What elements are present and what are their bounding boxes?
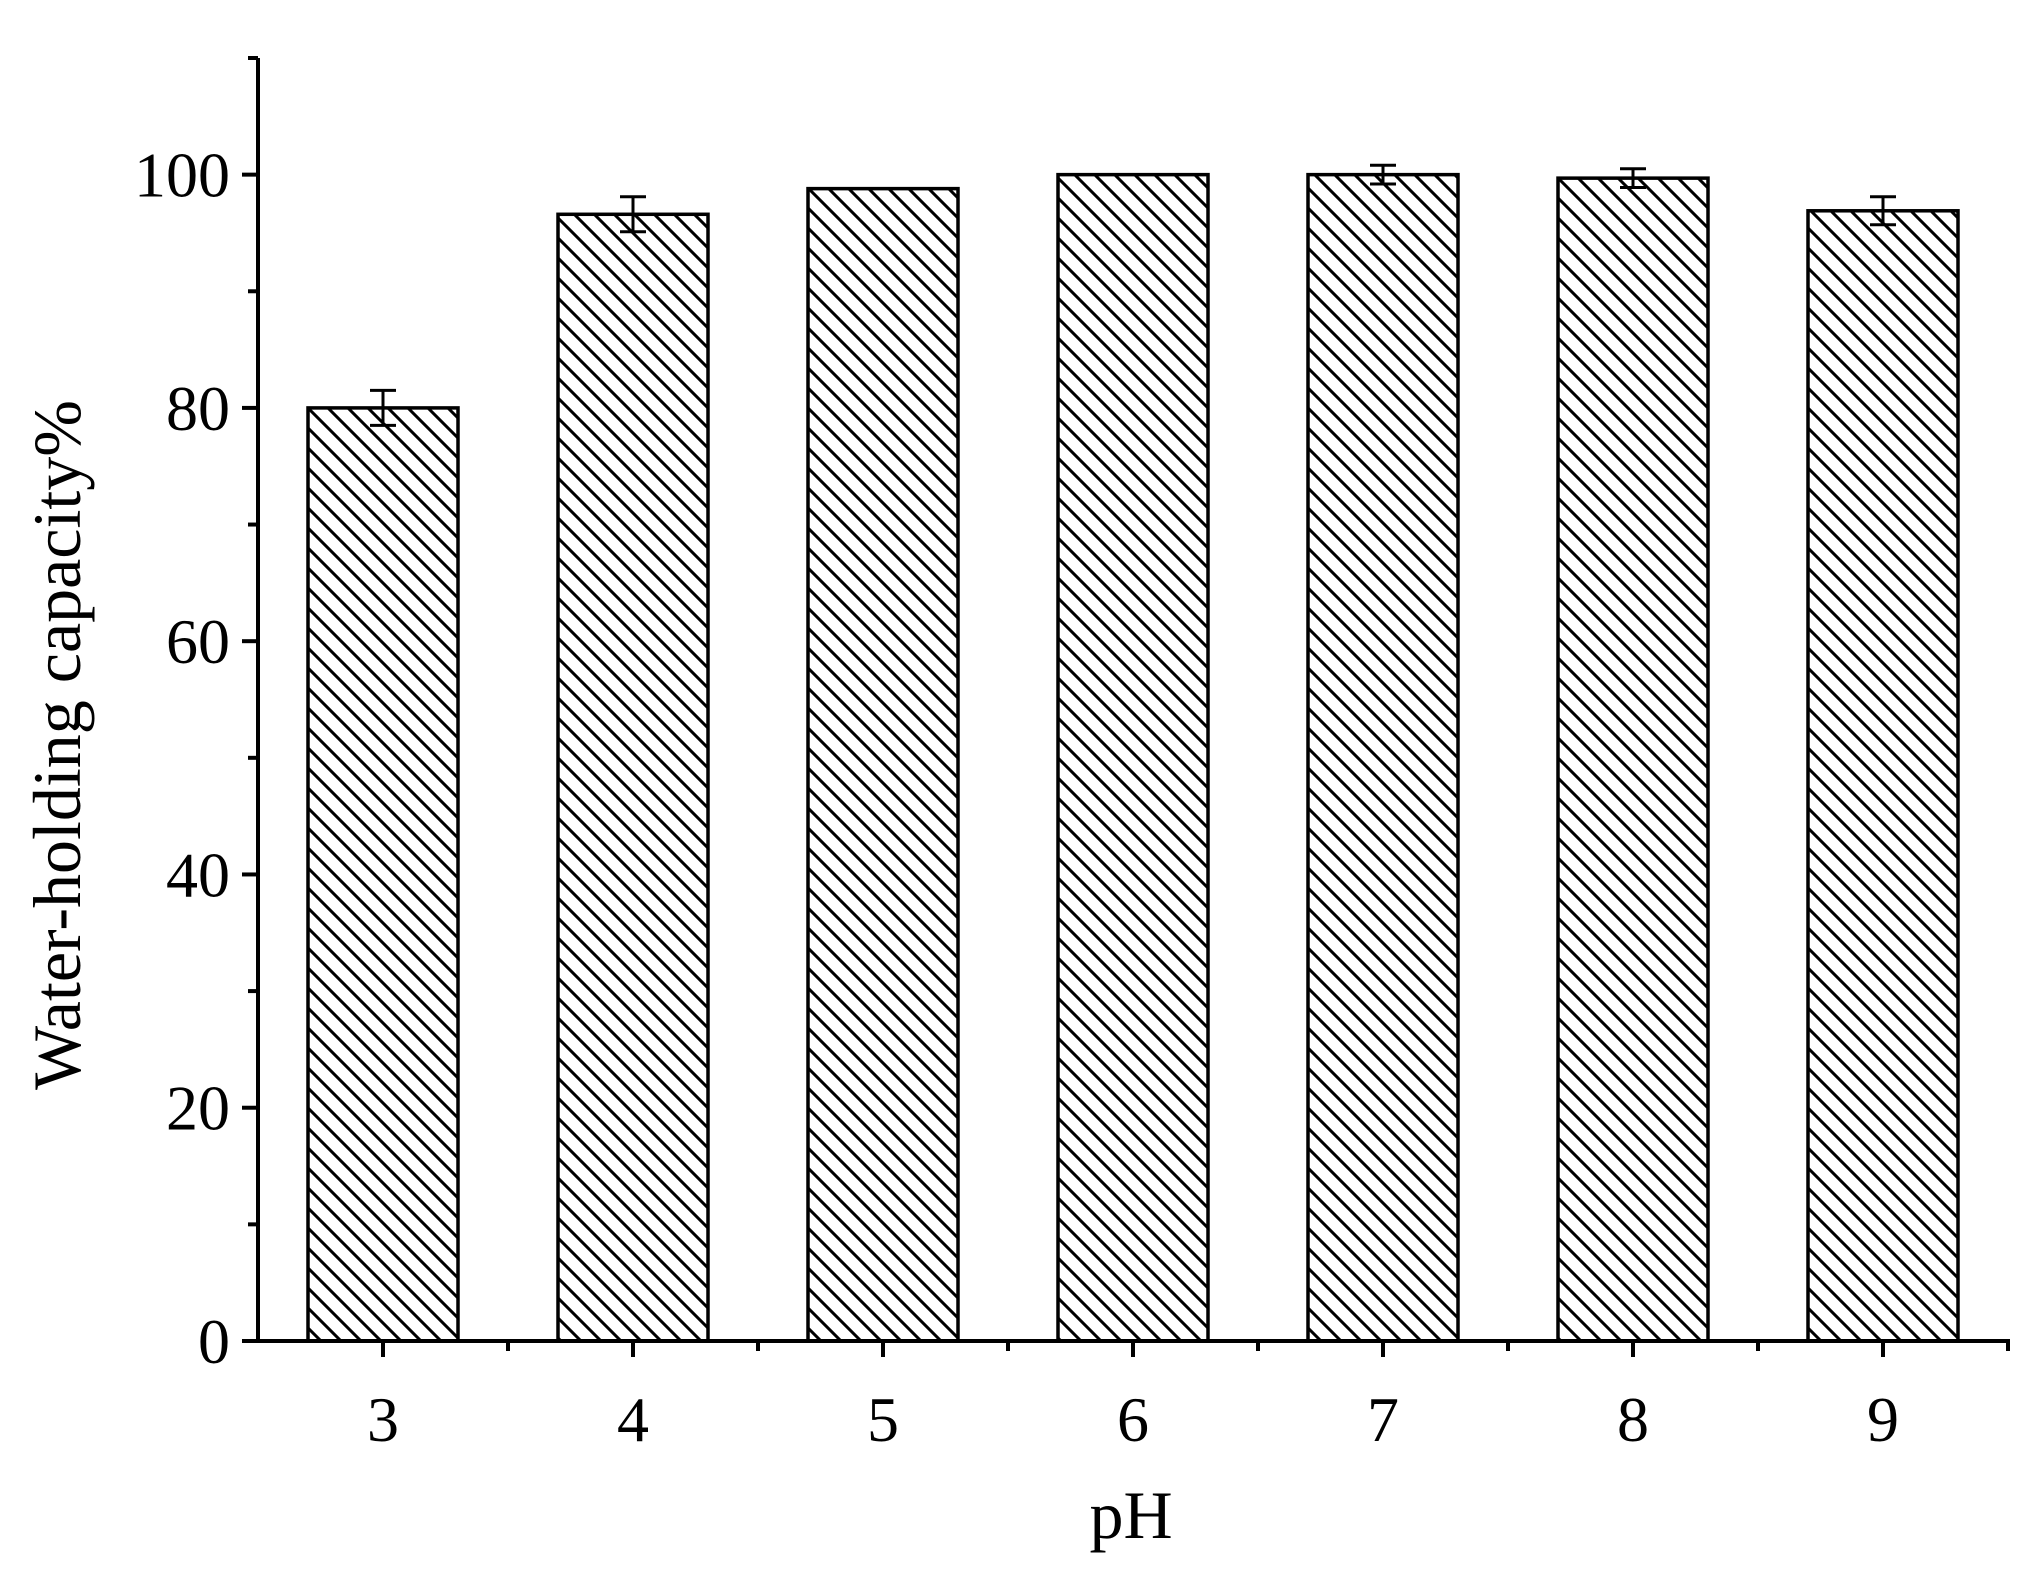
y-tick-label-0: 0: [198, 1306, 230, 1377]
bar-6: [1056, 172, 1210, 1343]
y-tick-label-80: 80: [166, 373, 230, 444]
y-tick-label-40: 40: [166, 839, 230, 910]
bar-5: [806, 186, 960, 1343]
x-tick-label-7: 7: [1367, 1384, 1399, 1455]
x-tick-label-5: 5: [867, 1384, 899, 1455]
x-tick-label-4: 4: [617, 1384, 649, 1455]
y-tick-label-20: 20: [166, 1073, 230, 1144]
bar-8: [1556, 176, 1710, 1343]
bar-9: [1806, 209, 1960, 1343]
x-tick-label-6: 6: [1117, 1384, 1149, 1455]
bar-4: [556, 212, 710, 1343]
axes-layer: 3 4 5 6 7 8 9 0 20 40 60 80 100: [134, 56, 2010, 1455]
y-axis-title: Water-holding capacity%: [19, 400, 95, 1090]
y-tick-label-60: 60: [166, 606, 230, 677]
x-tick-label-8: 8: [1617, 1384, 1649, 1455]
x-tick-label-9: 9: [1867, 1384, 1899, 1455]
bar-3: [306, 406, 460, 1343]
bars-layer: [306, 163, 1960, 1343]
y-tick-label-100: 100: [134, 140, 230, 211]
x-axis-title: pH: [1089, 1477, 1172, 1553]
x-tick-label-3: 3: [367, 1384, 399, 1455]
bar-7: [1306, 172, 1460, 1343]
